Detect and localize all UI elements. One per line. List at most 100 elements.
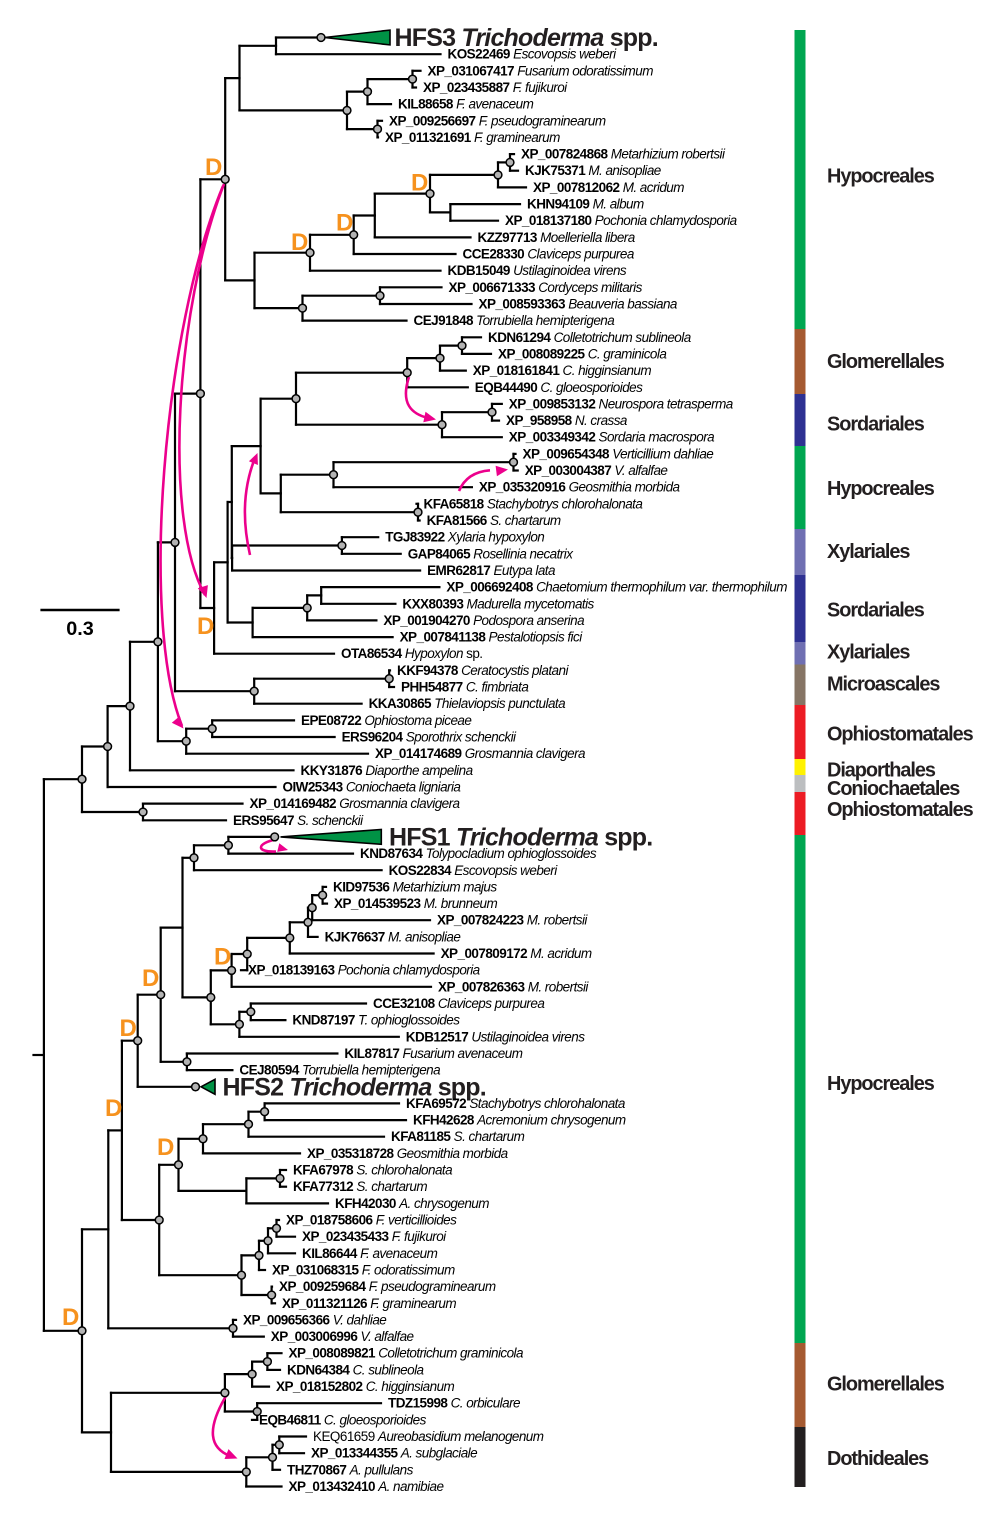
svg-text:XP_003349342 Sordaria macrospo: XP_003349342 Sordaria macrospora	[509, 430, 715, 445]
svg-text:XP_018139163 Pochonia chlamydo: XP_018139163 Pochonia chlamydosporia	[248, 963, 481, 978]
svg-text:PHH54877 C. fimbriata: PHH54877 C. fimbriata	[401, 680, 529, 695]
svg-text:XP_009256697 F. pseudograminea: XP_009256697 F. pseudograminearum	[389, 113, 606, 128]
svg-text:Glomerellales: Glomerellales	[827, 351, 945, 373]
svg-text:KND87634 Tolypocladium ophiogl: KND87634 Tolypocladium ophioglossoides	[360, 846, 597, 861]
svg-text:Xylariales: Xylariales	[827, 642, 910, 664]
svg-text:CEJ91848 Torrubiella hemipteri: CEJ91848 Torrubiella hemipterigena	[414, 313, 616, 328]
svg-text:CEJ80594 Torrubiella hemipteri: CEJ80594 Torrubiella hemipterigena	[239, 1063, 441, 1078]
svg-text:D: D	[105, 1095, 122, 1122]
svg-text:XP_006671333 Cordyceps militar: XP_006671333 Cordyceps militaris	[449, 280, 643, 295]
svg-text:KOS22834 Escovopsis weberi: KOS22834 Escovopsis weberi	[389, 863, 559, 878]
svg-text:XP_007826363 M. robertsii: XP_007826363 M. robertsii	[438, 979, 589, 994]
svg-text:KDN64384 C. sublineola: KDN64384 C. sublineola	[287, 1362, 425, 1377]
svg-text:KFA81566 S. chartarum: KFA81566 S. chartarum	[427, 513, 561, 528]
svg-text:KKA30865 Thielaviopsis punctul: KKA30865 Thielaviopsis punctulata	[369, 696, 567, 711]
svg-text:XP_018137180 Pochonia chlamydo: XP_018137180 Pochonia chlamydosporia	[505, 213, 738, 228]
svg-text:XP_023435887 F. fujikuroi: XP_023435887 F. fujikuroi	[423, 80, 568, 95]
svg-text:D: D	[197, 613, 214, 640]
svg-text:KHN94109 M. album: KHN94109 M. album	[527, 197, 644, 212]
svg-text:XP_001904270 Podospora anserin: XP_001904270 Podospora anserina	[383, 613, 585, 628]
svg-text:KFH42030 A. chrysogenum: KFH42030 A. chrysogenum	[335, 1196, 489, 1211]
svg-text:KFA65818 Stachybotrys chloroha: KFA65818 Stachybotrys chlorohalonata	[424, 496, 644, 511]
svg-text:CCE32108 Claviceps purpurea: CCE32108 Claviceps purpurea	[373, 996, 545, 1011]
svg-text:KND87197 T. ophioglossoides: KND87197 T. ophioglossoides	[292, 1013, 460, 1028]
svg-text:KDB15049 Ustilaginoidea virens: KDB15049 Ustilaginoidea virens	[448, 263, 627, 278]
svg-text:KZZ97713 Moelleriella libera: KZZ97713 Moelleriella libera	[478, 230, 636, 245]
svg-text:D: D	[336, 210, 353, 237]
svg-text:KFA69572 Stachybotrys chloroha: KFA69572 Stachybotrys chlorohalonata	[406, 1096, 626, 1111]
svg-text:TGJ83922 Xylaria hypoxylon: TGJ83922 Xylaria hypoxylon	[385, 530, 544, 545]
svg-text:XP_011321126 F. graminearum: XP_011321126 F. graminearum	[282, 1296, 456, 1311]
svg-text:XP_023435433 F. fujikuroi: XP_023435433 F. fujikuroi	[302, 1229, 447, 1244]
svg-text:Xylariales: Xylariales	[827, 541, 910, 563]
svg-text:XP_009853132 Neurospora tetras: XP_009853132 Neurospora tetrasperma	[509, 396, 734, 411]
svg-text:KJK76637 M. anisopliae: KJK76637 M. anisopliae	[325, 929, 461, 944]
svg-text:XP_009259684 F. pseudograminea: XP_009259684 F. pseudograminearum	[279, 1279, 496, 1294]
svg-text:Glomerellales: Glomerellales	[827, 1374, 945, 1396]
svg-text:TDZ15998 C. orbiculare: TDZ15998 C. orbiculare	[388, 1396, 520, 1411]
svg-text:XP_007824868 Metarhizium rober: XP_007824868 Metarhizium robertsii	[521, 147, 726, 162]
svg-text:EMR62817 Eutypa lata: EMR62817 Eutypa lata	[427, 563, 556, 578]
svg-text:XP_009654348 Verticillium dahl: XP_009654348 Verticillium dahliae	[523, 446, 714, 461]
svg-text:KFA81185 S. chartarum: KFA81185 S. chartarum	[391, 1129, 525, 1144]
svg-text:D: D	[142, 965, 159, 992]
svg-text:KIL86644 F. avenaceum: KIL86644 F. avenaceum	[302, 1246, 438, 1261]
svg-text:XP_031067417 Fusarium odoratis: XP_031067417 Fusarium odoratissimum	[428, 63, 654, 78]
svg-text:D: D	[157, 1134, 174, 1161]
svg-text:Microascales: Microascales	[827, 674, 940, 696]
svg-text:XP_018152802 C. higginsianum: XP_018152802 C. higginsianum	[276, 1379, 455, 1394]
svg-text:KXX80393 Madurella mycetomatis: KXX80393 Madurella mycetomatis	[402, 596, 594, 611]
svg-text:KKY31876 Diaporthe ampelina: KKY31876 Diaporthe ampelina	[301, 763, 474, 778]
svg-text:D: D	[214, 944, 231, 971]
svg-text:KFA77312 S. chartarum: KFA77312 S. chartarum	[293, 1179, 427, 1194]
svg-text:XP_009656366 V. dahliae: XP_009656366 V. dahliae	[243, 1312, 386, 1327]
svg-text:CCE28330 Claviceps purpurea: CCE28330 Claviceps purpurea	[463, 247, 635, 262]
svg-text:EPE08722 Ophiostoma piceae: EPE08722 Ophiostoma piceae	[301, 713, 471, 728]
svg-text:XP_008089225 C. graminicola: XP_008089225 C. graminicola	[498, 346, 667, 361]
svg-text:XP_014169482 Grosmannia clavig: XP_014169482 Grosmannia clavigera	[250, 796, 461, 811]
svg-text:XP_011321691 F. graminearum: XP_011321691 F. graminearum	[385, 130, 560, 145]
svg-text:XP_014174689 Grosmannia clavig: XP_014174689 Grosmannia clavigera	[375, 746, 586, 761]
svg-text:KDB12517 Ustilaginoidea virens: KDB12517 Ustilaginoidea virens	[406, 1029, 585, 1044]
svg-text:ERS96204 Sporothrix schenckii: ERS96204 Sporothrix schenckii	[342, 730, 517, 745]
svg-text:XP_013344355 A. subglaciale: XP_013344355 A. subglaciale	[311, 1446, 477, 1461]
svg-text:KFH42628 Acremonium chrysogenu: KFH42628 Acremonium chrysogenum	[413, 1113, 626, 1128]
svg-text:Dothideales: Dothideales	[827, 1448, 929, 1470]
svg-text:XP_007824223 M. robertsii: XP_007824223 M. robertsii	[437, 913, 588, 928]
svg-text:KIL87817 Fusarium avenaceum: KIL87817 Fusarium avenaceum	[344, 1046, 522, 1061]
svg-text:Hypocreales: Hypocreales	[827, 478, 935, 500]
svg-text:HFS1 Trichoderma spp.: HFS1 Trichoderma spp.	[389, 824, 652, 852]
svg-text:XP_018161841 C. higginsianum: XP_018161841 C. higginsianum	[473, 363, 652, 378]
svg-text:XP_007812062 M. acridum: XP_007812062 M. acridum	[533, 180, 684, 195]
svg-text:Sordariales: Sordariales	[827, 600, 925, 622]
svg-text:KFA67978 S. chlorohalonata: KFA67978 S. chlorohalonata	[293, 1163, 453, 1178]
svg-text:XP_014539523 M. brunneum: XP_014539523 M. brunneum	[334, 896, 497, 911]
svg-text:Ophiostomatales: Ophiostomatales	[827, 799, 974, 821]
svg-text:D: D	[120, 1015, 137, 1042]
svg-text:THZ70867 A. pullulans: THZ70867 A. pullulans	[287, 1462, 414, 1477]
svg-text:Coniochaetales: Coniochaetales	[827, 778, 960, 800]
svg-text:KIL88658 F. avenaceum: KIL88658 F. avenaceum	[398, 97, 534, 112]
svg-text:XP_008593363 Beauveria bassian: XP_008593363 Beauveria bassiana	[479, 297, 678, 312]
svg-text:D: D	[411, 170, 428, 197]
svg-text:KJK75371 M. anisopliae: KJK75371 M. anisopliae	[525, 163, 661, 178]
svg-text:GAP84065 Rosellinia necatrix: GAP84065 Rosellinia necatrix	[408, 546, 575, 561]
svg-text:ERS95647 S. schenckii: ERS95647 S. schenckii	[233, 813, 364, 828]
svg-text:HFS3 Trichoderma spp.: HFS3 Trichoderma spp.	[395, 24, 658, 52]
svg-text:D: D	[291, 229, 308, 256]
svg-text:KID97536 Metarhizium majus: KID97536 Metarhizium majus	[333, 879, 497, 894]
svg-text:XP_007809172 M. acridum: XP_007809172 M. acridum	[441, 946, 592, 961]
svg-text:XP_035320916 Geosmithia morbid: XP_035320916 Geosmithia morbida	[479, 480, 681, 495]
svg-text:Hypocreales: Hypocreales	[827, 1073, 935, 1095]
svg-text:0.3: 0.3	[66, 618, 94, 640]
svg-text:XP_958958 N. crassa: XP_958958 N. crassa	[506, 413, 628, 428]
svg-text:EQB44490 C. gloeosporioides: EQB44490 C. gloeosporioides	[475, 380, 643, 395]
svg-text:Diaporthales: Diaporthales	[827, 759, 936, 781]
svg-text:D: D	[62, 1304, 79, 1331]
svg-text:KKF94378 Ceratocystis platani: KKF94378 Ceratocystis platani	[397, 663, 569, 678]
svg-text:EQB46811 C. gloeosporioides: EQB46811 C. gloeosporioides	[259, 1412, 427, 1427]
svg-text:XP_018758606 F. verticillioide: XP_018758606 F. verticillioides	[286, 1213, 457, 1228]
svg-text:OIW25343 Coniochaeta ligniaria: OIW25343 Coniochaeta ligniaria	[283, 780, 462, 795]
svg-text:XP_003004387 V. alfalfae: XP_003004387 V. alfalfae	[525, 463, 668, 478]
svg-text:XP_006692408 Chaetomium thermo: XP_006692408 Chaetomium thermophilum var…	[446, 580, 787, 595]
